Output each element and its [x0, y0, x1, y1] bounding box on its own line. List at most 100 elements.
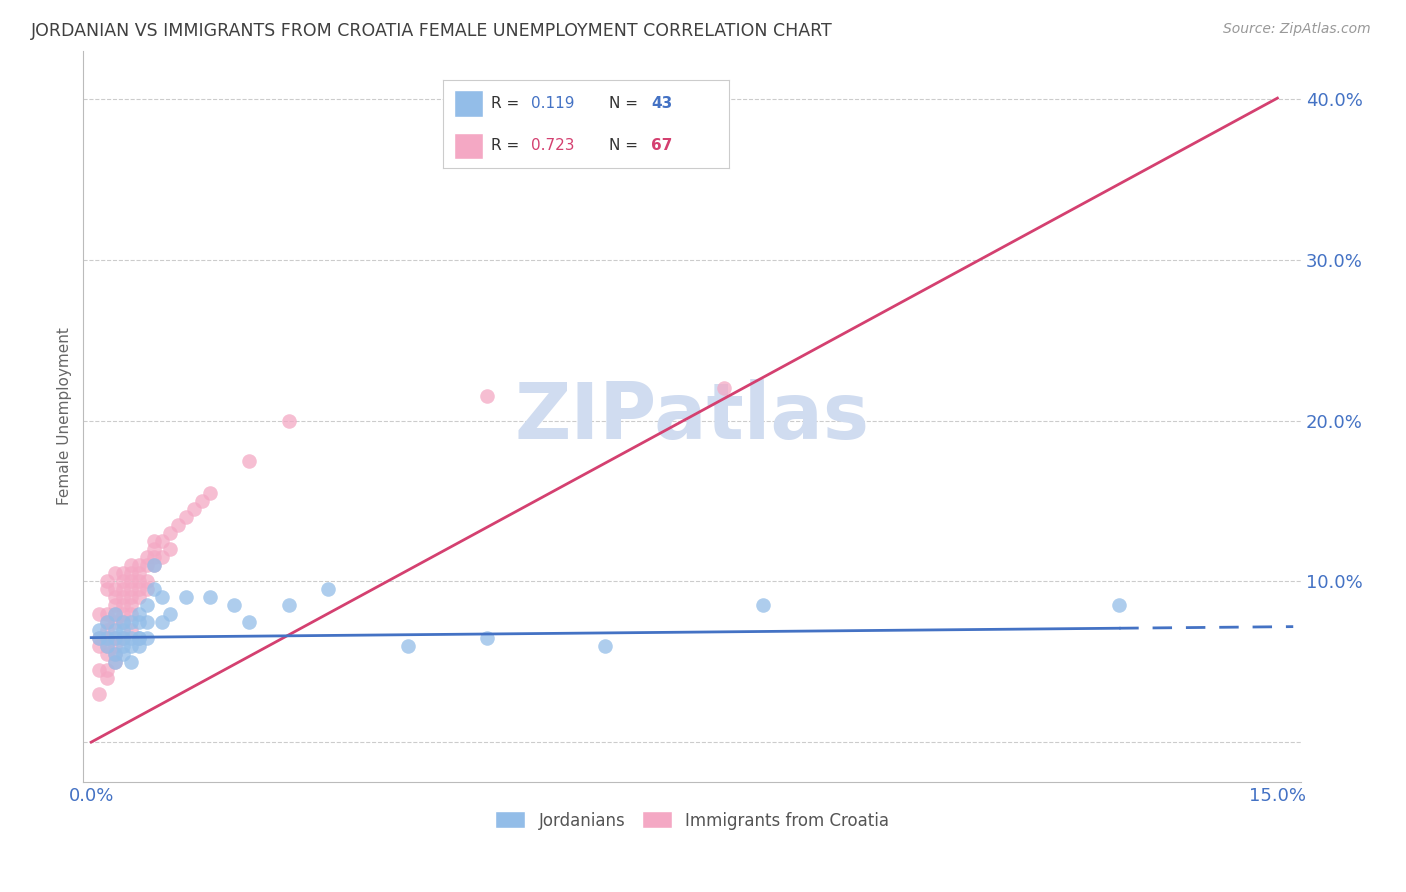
Point	[96, 647, 118, 661]
Point	[128, 558, 150, 573]
Point	[120, 655, 142, 669]
Point	[87, 687, 110, 701]
Point	[159, 526, 181, 541]
Point	[120, 639, 142, 653]
Point	[150, 534, 173, 549]
Point	[104, 647, 127, 661]
Point	[87, 623, 110, 637]
Point	[238, 454, 260, 468]
Text: Source: ZipAtlas.com: Source: ZipAtlas.com	[1223, 22, 1371, 37]
Point	[104, 599, 127, 613]
Point	[174, 591, 197, 605]
Point	[96, 671, 118, 685]
Point	[96, 582, 118, 597]
Point	[87, 631, 110, 645]
Point	[111, 566, 134, 581]
Point	[593, 639, 616, 653]
Point	[104, 607, 127, 621]
Point	[111, 607, 134, 621]
Point	[104, 655, 127, 669]
Point	[183, 502, 205, 516]
Point	[135, 582, 157, 597]
Point	[96, 631, 118, 645]
Point	[191, 494, 214, 508]
Point	[104, 615, 127, 629]
Point	[120, 574, 142, 589]
Point	[111, 615, 134, 629]
Point	[111, 582, 134, 597]
Point	[104, 639, 127, 653]
Point	[120, 591, 142, 605]
Point	[96, 615, 118, 629]
Point	[120, 558, 142, 573]
Point	[104, 566, 127, 581]
Point	[222, 599, 245, 613]
Point	[135, 550, 157, 565]
Point	[128, 607, 150, 621]
Point	[96, 607, 118, 621]
Point	[1108, 599, 1130, 613]
Point	[96, 639, 118, 653]
Point	[673, 100, 696, 114]
Point	[120, 582, 142, 597]
Point	[87, 639, 110, 653]
Point	[128, 574, 150, 589]
Point	[277, 599, 299, 613]
Point	[111, 631, 134, 645]
Point	[111, 574, 134, 589]
Point	[104, 623, 127, 637]
Point	[143, 582, 166, 597]
Point	[277, 413, 299, 427]
Point	[150, 591, 173, 605]
Point	[104, 631, 127, 645]
Point	[120, 623, 142, 637]
Point	[111, 599, 134, 613]
Point	[120, 631, 142, 645]
Point	[111, 623, 134, 637]
Point	[198, 591, 221, 605]
Point	[143, 558, 166, 573]
Point	[174, 510, 197, 524]
Point	[238, 615, 260, 629]
Point	[475, 389, 498, 403]
Point	[96, 663, 118, 677]
Point	[128, 631, 150, 645]
Point	[120, 566, 142, 581]
Point	[143, 550, 166, 565]
Point	[198, 486, 221, 500]
Point	[128, 591, 150, 605]
Point	[150, 550, 173, 565]
Point	[396, 639, 419, 653]
Point	[96, 639, 118, 653]
Point	[96, 615, 118, 629]
Point	[135, 631, 157, 645]
Y-axis label: Female Unemployment: Female Unemployment	[58, 327, 72, 506]
Point	[128, 615, 150, 629]
Point	[111, 631, 134, 645]
Point	[96, 623, 118, 637]
Point	[128, 639, 150, 653]
Point	[135, 599, 157, 613]
Point	[475, 631, 498, 645]
Point	[111, 615, 134, 629]
Point	[128, 631, 150, 645]
Point	[143, 558, 166, 573]
Point	[143, 534, 166, 549]
Point	[135, 558, 157, 573]
Point	[318, 582, 340, 597]
Point	[167, 518, 190, 533]
Point	[87, 631, 110, 645]
Point	[104, 647, 127, 661]
Point	[159, 542, 181, 557]
Point	[104, 582, 127, 597]
Point	[150, 615, 173, 629]
Point	[128, 566, 150, 581]
Legend: Jordanians, Immigrants from Croatia: Jordanians, Immigrants from Croatia	[488, 805, 896, 836]
Point	[120, 607, 142, 621]
Point	[713, 381, 735, 395]
Point	[159, 607, 181, 621]
Point	[104, 607, 127, 621]
Point	[96, 574, 118, 589]
Point	[752, 599, 775, 613]
Point	[104, 655, 127, 669]
